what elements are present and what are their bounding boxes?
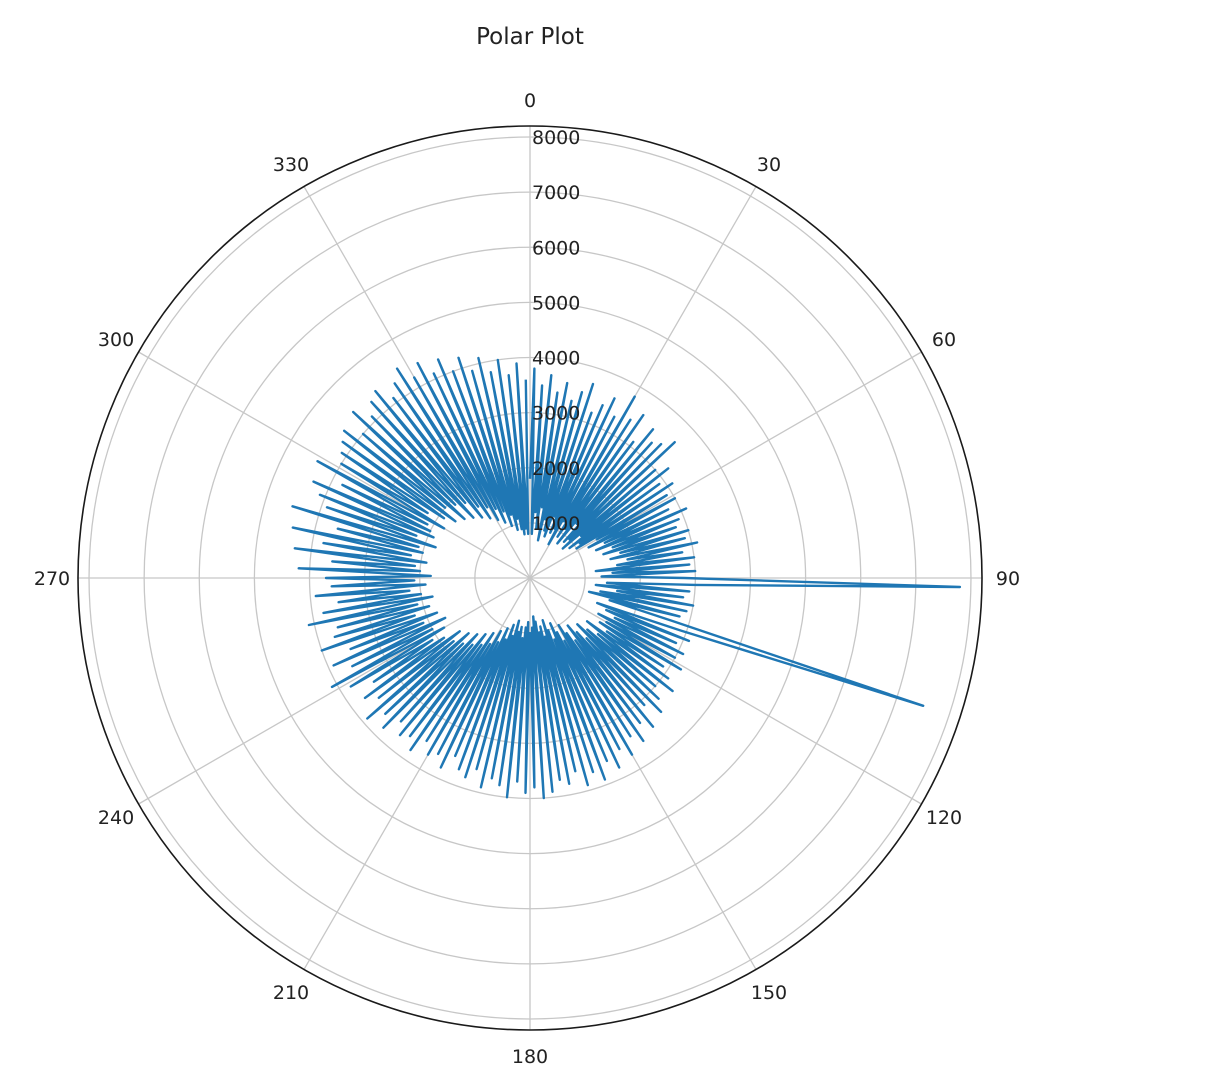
theta-tick-label: 0 xyxy=(524,90,536,112)
theta-gridline-120 xyxy=(529,577,922,805)
theta-tick-label: 300 xyxy=(98,329,134,351)
theta-tick-label: 180 xyxy=(512,1046,548,1068)
chart-title: Polar Plot xyxy=(476,24,584,50)
theta-tick-labels: 0 30 60 90 120 150 180 210 240 270 300 330 xyxy=(34,90,1020,1068)
r-tick-label: 7000 xyxy=(532,182,580,204)
r-tick-label: 5000 xyxy=(532,292,580,314)
theta-tick-label: 270 xyxy=(34,568,70,590)
theta-tick-label: 90 xyxy=(996,568,1020,590)
theta-tick-label: 150 xyxy=(751,982,787,1004)
theta-tick-label: 120 xyxy=(926,807,962,829)
theta-tick-label: 240 xyxy=(98,807,134,829)
r-tick-label: 8000 xyxy=(532,127,580,149)
r-tick-label: 4000 xyxy=(532,348,580,370)
theta-tick-label: 210 xyxy=(273,982,309,1004)
polar-frame xyxy=(77,125,983,1031)
theta-gridline-300 xyxy=(138,351,531,579)
r-tick-label: 3000 xyxy=(532,403,580,425)
theta-tick-label: 30 xyxy=(757,154,781,176)
series-line xyxy=(291,356,962,800)
grid-layer xyxy=(78,126,982,1030)
theta-tick-label: 330 xyxy=(273,154,309,176)
r-tick-label: 2000 xyxy=(532,458,580,480)
r-tick-label: 1000 xyxy=(532,513,580,535)
r-tick-label: 6000 xyxy=(532,237,580,259)
theta-tick-label: 60 xyxy=(932,329,956,351)
series-layer xyxy=(291,356,962,800)
theta-gridline-60 xyxy=(529,351,922,579)
r-tick-labels: 1000 2000 3000 4000 5000 6000 7000 8000 xyxy=(532,127,580,535)
theta-gridline-240 xyxy=(138,577,531,805)
